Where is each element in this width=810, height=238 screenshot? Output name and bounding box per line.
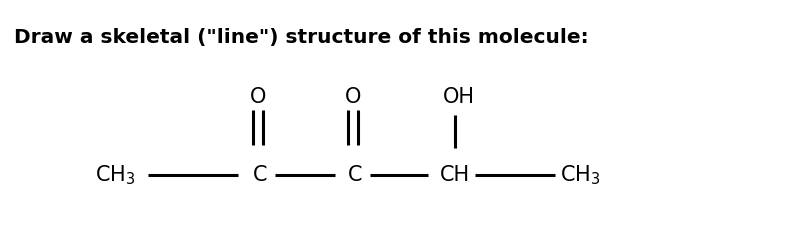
Text: OH: OH — [443, 87, 475, 107]
Text: CH$_3$: CH$_3$ — [560, 163, 600, 187]
Text: C: C — [347, 165, 362, 185]
Text: CH: CH — [440, 165, 470, 185]
Text: O: O — [249, 87, 266, 107]
Text: C: C — [253, 165, 267, 185]
Text: CH$_3$: CH$_3$ — [95, 163, 135, 187]
Text: O: O — [345, 87, 361, 107]
Text: Draw a skeletal ("line") structure of this molecule:: Draw a skeletal ("line") structure of th… — [14, 28, 589, 47]
